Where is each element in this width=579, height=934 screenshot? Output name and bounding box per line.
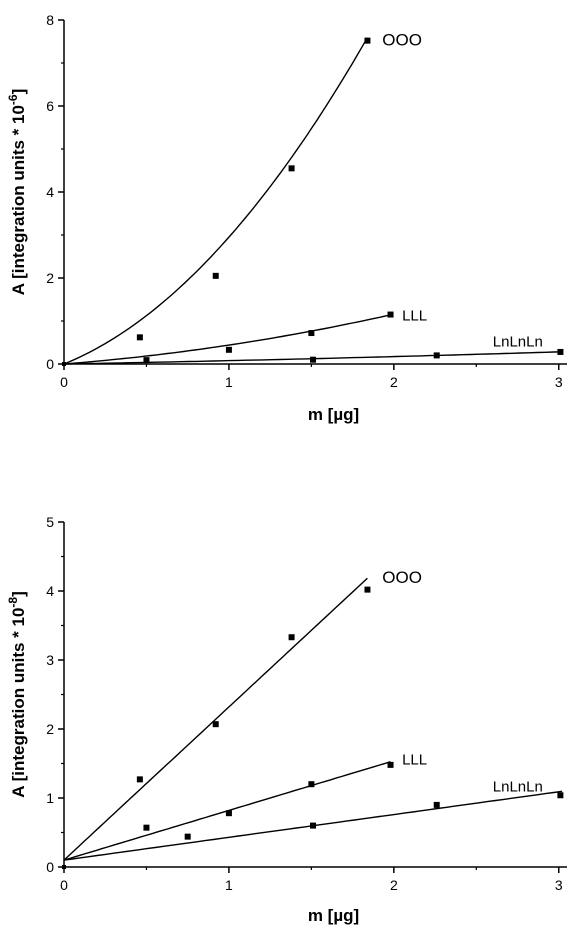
series-lnlnln-point xyxy=(557,792,564,799)
origin-point xyxy=(62,865,66,869)
y-tick-label: 1 xyxy=(46,790,54,806)
x-tick-label: 0 xyxy=(60,877,68,893)
y-axis-label-exponent: -6 xyxy=(6,94,20,105)
y-axis-label: A [integration units * 10-8] xyxy=(6,591,28,798)
x-tick-label: 1 xyxy=(225,374,233,390)
x-tick-label: 1 xyxy=(225,877,233,893)
y-tick-label: 2 xyxy=(46,721,54,737)
series-lnlnln-point xyxy=(557,348,564,355)
series-lll-label: LLL xyxy=(402,752,427,769)
origin-point xyxy=(62,362,66,366)
series-ooo-label: OOO xyxy=(382,568,422,587)
series-ooo-point xyxy=(212,272,219,279)
series-ooo-fit-line xyxy=(63,577,368,861)
series-lnlnln-point xyxy=(310,822,317,829)
y-tick-label: 6 xyxy=(46,98,54,114)
x-axis-label: m [µg] xyxy=(308,405,359,424)
series-lll-point xyxy=(308,330,315,337)
y-tick-label: 3 xyxy=(46,652,54,668)
x-tick-label: 0 xyxy=(60,374,68,390)
series-ooo-fit-line xyxy=(63,37,369,365)
series-ooo-point xyxy=(136,334,143,341)
series-lll-point xyxy=(184,833,191,840)
series-lll-point xyxy=(225,810,232,817)
series-lll-point xyxy=(143,824,150,831)
x-tick-label: 3 xyxy=(555,877,563,893)
series-ooo-point xyxy=(288,165,295,172)
series-lll-point xyxy=(387,761,394,768)
y-tick-label: 0 xyxy=(46,859,54,875)
x-tick-label: 3 xyxy=(555,374,563,390)
y-axis-label-main: A [integration units * 10 xyxy=(9,608,28,798)
y-tick-label: 5 xyxy=(46,514,54,530)
series-lnlnln-point xyxy=(433,801,440,808)
series-ooo-point xyxy=(136,776,143,783)
series-ooo-label: OOO xyxy=(382,30,422,49)
series-ooo-point xyxy=(364,37,371,44)
series-lnlnln-point xyxy=(433,352,440,359)
y-tick-label: 0 xyxy=(46,356,54,372)
y-axis-label-exponent: -8 xyxy=(6,597,20,608)
series-lnlnln-label: LnLnLn xyxy=(493,779,543,796)
y-tick-label: 4 xyxy=(46,184,54,200)
y-axis-label-close: ] xyxy=(9,89,28,95)
series-ooo-point xyxy=(212,721,219,728)
series-ooo-point xyxy=(364,586,371,593)
series-lll-point xyxy=(225,346,232,353)
series-ooo-point xyxy=(288,634,295,641)
y-tick-label: 2 xyxy=(46,270,54,286)
series-lnlnln-label: LnLnLn xyxy=(493,333,543,350)
chart-panel-2: 0 1 2 3 4 5 0 1 2 3 m [µg] A [integration units * 1… xyxy=(6,514,567,925)
y-axis-label-close: ] xyxy=(9,591,28,597)
series-lnlnln-point xyxy=(310,356,317,363)
y-axis-label: A [integration units * 10-6] xyxy=(6,89,28,296)
chart-panel-1: 0 2 4 6 8 0 1 2 3 m [µg] A [integration units * 10… xyxy=(6,12,567,424)
x-tick-label: 2 xyxy=(390,374,398,390)
y-tick-label: 8 xyxy=(46,12,54,28)
x-tick-label: 2 xyxy=(390,877,398,893)
y-axis-label-main: A [integration units * 10 xyxy=(9,105,28,295)
y-tick-label: 4 xyxy=(46,583,54,599)
x-axis-label: m [µg] xyxy=(308,906,359,925)
series-lll-point xyxy=(308,781,315,788)
series-lll-point xyxy=(143,357,150,364)
series-lll-point xyxy=(387,311,394,318)
series-lll-label: LLL xyxy=(402,308,427,325)
series-lll-fit-line xyxy=(63,314,391,365)
